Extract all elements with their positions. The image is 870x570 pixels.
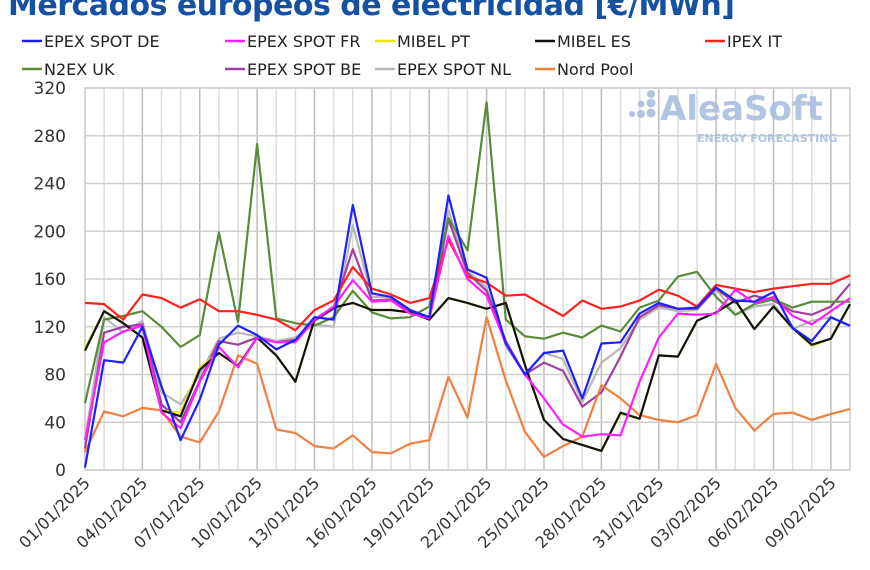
legend-item: EPEX SPOT NL [375, 60, 511, 79]
legend-item: EPEX SPOT FR [225, 32, 361, 51]
logo-tagline: ENERGY FORECASTING [697, 132, 837, 145]
series-epex-spot-fr [83, 234, 851, 441]
y-tick-label: 280 [34, 127, 66, 147]
legend-label: IPEX IT [727, 32, 782, 51]
legend-item: MIBEL ES [535, 32, 631, 51]
legend-label: Nord Pool [557, 60, 633, 79]
legend-label: EPEX SPOT NL [397, 60, 511, 79]
y-tick-label: 40 [44, 413, 66, 433]
legend-item: N2EX UK [22, 60, 115, 79]
legend-item: EPEX SPOT DE [22, 32, 160, 51]
y-tick-label: 320 [34, 79, 66, 99]
plot-border [84, 87, 851, 471]
legend-label: MIBEL PT [397, 32, 470, 51]
series-n2ex-uk [83, 101, 851, 404]
legend-item: Nord Pool [535, 60, 633, 79]
logo-dot [646, 98, 656, 108]
legend-item: EPEX SPOT BE [225, 60, 361, 79]
legend-label: EPEX SPOT BE [247, 60, 361, 79]
legend-item: MIBEL PT [375, 32, 470, 51]
y-tick-label: 0 [55, 461, 66, 481]
gridlines [84, 87, 851, 471]
logo-dot [637, 100, 645, 108]
legend-label: MIBEL ES [557, 32, 631, 51]
legend-label: EPEX SPOT DE [44, 32, 160, 51]
series-line [83, 194, 851, 468]
y-tick-label: 160 [34, 270, 66, 290]
logo-dot [647, 90, 655, 98]
series-epex-spot-de [83, 194, 851, 468]
legend-label: EPEX SPOT FR [247, 32, 361, 51]
y-tick-label: 80 [44, 366, 66, 386]
series-line [84, 316, 851, 458]
aleasoft-logo: AleaSoft ENERGY FORECASTING [629, 89, 837, 145]
y-tick-label: 240 [34, 175, 66, 195]
logo-name: AleaSoft [660, 89, 823, 129]
y-tick-label: 120 [34, 318, 66, 338]
y-tick-label: 200 [34, 222, 66, 242]
chart-title: Mercados europeos de electricidad [€/MWh… [8, 0, 735, 23]
logo-dot [629, 111, 635, 117]
series-line [83, 101, 850, 404]
series-line [83, 218, 851, 449]
legend-label: N2EX UK [44, 60, 115, 79]
logo-dot [646, 108, 656, 118]
legend-item: IPEX IT [705, 32, 782, 51]
logo-dot [637, 110, 645, 118]
